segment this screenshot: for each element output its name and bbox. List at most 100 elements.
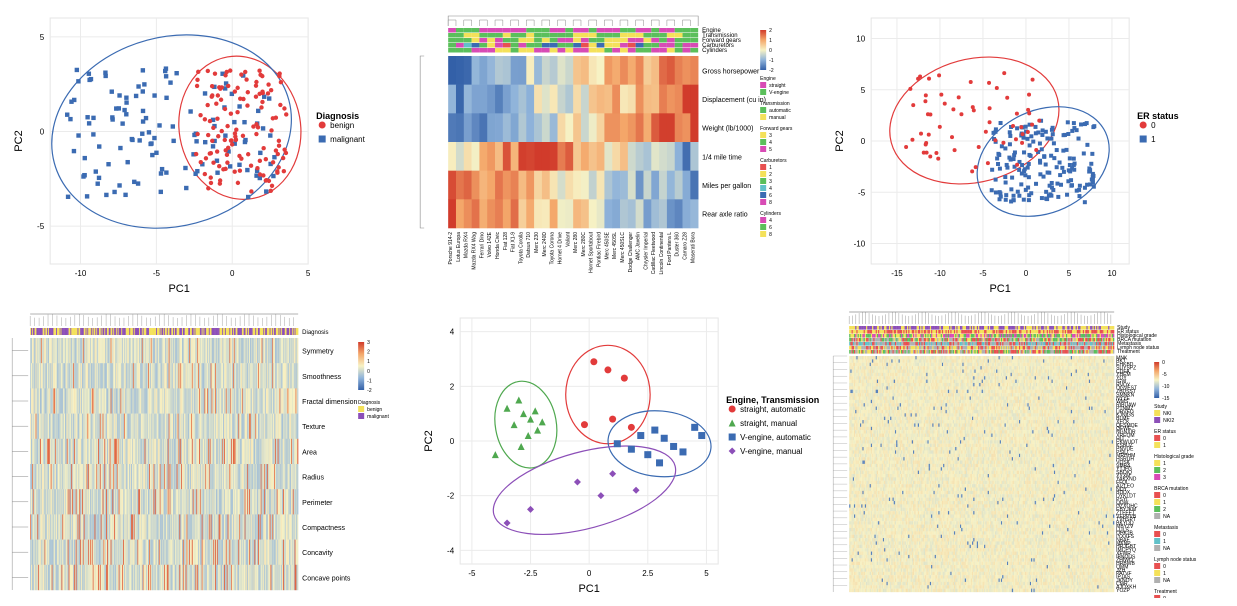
panel-1-diagnosis-pca: -10-505-505PC1PC2Diagnosisbenignmalignan… bbox=[8, 8, 408, 298]
svg-text:Diagnosis: Diagnosis bbox=[316, 111, 359, 121]
svg-text:Maserati Bora: Maserati Bora bbox=[691, 232, 697, 263]
svg-text:Mazda RX4 Wag: Mazda RX4 Wag bbox=[472, 232, 478, 270]
svg-text:-2.5: -2.5 bbox=[524, 569, 538, 578]
svg-text:automatic: automatic bbox=[769, 108, 791, 114]
svg-text:5: 5 bbox=[769, 147, 772, 153]
svg-text:Merc 240D: Merc 240D bbox=[542, 232, 548, 257]
svg-text:Merc 280: Merc 280 bbox=[573, 232, 579, 253]
svg-text:Datsun 710: Datsun 710 bbox=[527, 232, 533, 258]
svg-text:Concavity: Concavity bbox=[302, 550, 333, 557]
svg-text:1: 1 bbox=[1151, 135, 1156, 144]
svg-text:-10: -10 bbox=[75, 269, 87, 278]
svg-text:Merc 450SL: Merc 450SL bbox=[612, 232, 618, 259]
svg-text:0: 0 bbox=[367, 369, 370, 375]
svg-text:PC1: PC1 bbox=[168, 283, 189, 295]
svg-text:5: 5 bbox=[860, 86, 865, 95]
svg-text:Cadillac Fleetwood: Cadillac Fleetwood bbox=[652, 232, 658, 274]
svg-text:Fractal dimension: Fractal dimension bbox=[302, 399, 357, 406]
svg-text:PC1: PC1 bbox=[989, 283, 1010, 295]
svg-text:Texture: Texture bbox=[302, 424, 325, 431]
svg-text:Chrysler Imperial: Chrysler Imperial bbox=[644, 232, 650, 270]
svg-text:-4: -4 bbox=[447, 546, 455, 555]
svg-text:Smoothness: Smoothness bbox=[302, 374, 341, 381]
svg-text:straight, manual: straight, manual bbox=[740, 419, 797, 428]
svg-text:1: 1 bbox=[367, 359, 370, 365]
svg-text:-2: -2 bbox=[367, 388, 372, 394]
svg-text:4: 4 bbox=[769, 218, 772, 224]
svg-text:PC2: PC2 bbox=[834, 130, 846, 151]
svg-text:Mazda RX4: Mazda RX4 bbox=[464, 232, 470, 258]
svg-text:Gross horsepower: Gross horsepower bbox=[702, 68, 760, 75]
svg-text:5: 5 bbox=[705, 569, 710, 578]
panel-6-brca-heatmap: StudyER statusHistological gradeBRCA mut… bbox=[829, 308, 1229, 598]
svg-text:10: 10 bbox=[1107, 269, 1116, 278]
svg-text:Fiat X1-9: Fiat X1-9 bbox=[511, 232, 517, 253]
svg-text:Hornet 4 Drive: Hornet 4 Drive bbox=[558, 232, 564, 264]
svg-text:6: 6 bbox=[769, 193, 772, 199]
svg-text:2: 2 bbox=[367, 350, 370, 356]
svg-text:8: 8 bbox=[769, 232, 772, 238]
svg-text:1: 1 bbox=[769, 38, 772, 44]
svg-text:Miles per gallon: Miles per gallon bbox=[702, 183, 751, 190]
svg-text:-10: -10 bbox=[853, 240, 865, 249]
svg-text:V-engine: V-engine bbox=[769, 90, 789, 96]
svg-text:Porsche 914-2: Porsche 914-2 bbox=[448, 232, 454, 265]
svg-text:6: 6 bbox=[769, 225, 772, 231]
svg-text:Diagnosis: Diagnosis bbox=[358, 400, 380, 406]
svg-text:0: 0 bbox=[587, 569, 592, 578]
svg-text:0: 0 bbox=[769, 48, 772, 54]
svg-text:10: 10 bbox=[856, 35, 865, 44]
svg-text:Cylinders: Cylinders bbox=[760, 211, 781, 217]
svg-text:3: 3 bbox=[769, 179, 772, 185]
svg-text:Camaro Z28: Camaro Z28 bbox=[683, 232, 689, 260]
svg-text:malignant: malignant bbox=[330, 135, 365, 144]
svg-text:Honda Civic: Honda Civic bbox=[495, 232, 501, 259]
svg-text:AMC Javelin: AMC Javelin bbox=[636, 232, 642, 260]
svg-text:Transmission: Transmission bbox=[760, 101, 790, 107]
svg-text:2.5: 2.5 bbox=[643, 569, 655, 578]
svg-text:Ford Pantera L: Ford Pantera L bbox=[667, 232, 673, 266]
svg-text:straight, automatic: straight, automatic bbox=[740, 405, 805, 414]
svg-text:V-engine, manual: V-engine, manual bbox=[740, 447, 802, 456]
svg-text:-5: -5 bbox=[153, 269, 161, 278]
svg-text:-1: -1 bbox=[769, 58, 774, 64]
svg-text:Radius: Radius bbox=[302, 475, 324, 482]
svg-text:8: 8 bbox=[769, 200, 772, 206]
svg-text:2: 2 bbox=[769, 28, 772, 34]
svg-text:-2: -2 bbox=[769, 68, 774, 74]
svg-text:4: 4 bbox=[769, 186, 772, 192]
svg-text:4: 4 bbox=[450, 328, 455, 337]
svg-text:5: 5 bbox=[1066, 269, 1071, 278]
svg-text:3: 3 bbox=[769, 133, 772, 139]
svg-text:Engine, Transmission: Engine, Transmission bbox=[726, 395, 818, 405]
panel-3-er-status-pca: -15-10-50510-10-50510PC1PC2ER status01 bbox=[829, 8, 1229, 298]
svg-text:Carburetors: Carburetors bbox=[760, 158, 787, 164]
svg-text:Concave points: Concave points bbox=[302, 575, 351, 582]
svg-text:Diagnosis: Diagnosis bbox=[302, 330, 328, 336]
svg-text:Rear axle ratio: Rear axle ratio bbox=[702, 212, 748, 219]
svg-text:3: 3 bbox=[367, 340, 370, 346]
svg-text:Lincoln Continental: Lincoln Continental bbox=[659, 232, 665, 275]
panel-5-engine-pca: -5-2.502.55-4-2024PC1PC2Engine, Transmis… bbox=[418, 308, 818, 598]
svg-text:PC1: PC1 bbox=[579, 583, 600, 595]
svg-text:Hornet Sportabout: Hornet Sportabout bbox=[589, 231, 595, 272]
svg-text:Area: Area bbox=[302, 449, 317, 456]
svg-text:Pontiac Firebird: Pontiac Firebird bbox=[597, 232, 603, 267]
svg-text:Lotus Europa: Lotus Europa bbox=[456, 232, 462, 262]
svg-text:Cylinders: Cylinders bbox=[702, 48, 727, 54]
svg-text:Toyota Corona: Toyota Corona bbox=[550, 232, 556, 265]
panel-4-diagnosis-heatmap: DiagnosisSymmetrySmoothnessFractal dimen… bbox=[8, 308, 408, 598]
svg-text:Volvo 142E: Volvo 142E bbox=[487, 231, 493, 257]
svg-text:Merc 280C: Merc 280C bbox=[581, 232, 587, 257]
svg-text:straight: straight bbox=[769, 83, 786, 89]
svg-text:Forward gears: Forward gears bbox=[760, 126, 793, 132]
svg-text:2: 2 bbox=[450, 382, 455, 391]
svg-text:benign: benign bbox=[367, 407, 382, 413]
svg-text:4: 4 bbox=[769, 140, 772, 146]
svg-text:1/4 mile time: 1/4 mile time bbox=[702, 154, 742, 161]
svg-text:Valiant: Valiant bbox=[566, 231, 572, 247]
svg-text:-5: -5 bbox=[979, 269, 987, 278]
svg-text:Duster 360: Duster 360 bbox=[675, 232, 681, 257]
svg-text:Toyota Corolla: Toyota Corolla bbox=[519, 232, 525, 264]
panel-2-mtcars-heatmap: EngineTransmissionForward gearsCarbureto… bbox=[418, 8, 818, 298]
